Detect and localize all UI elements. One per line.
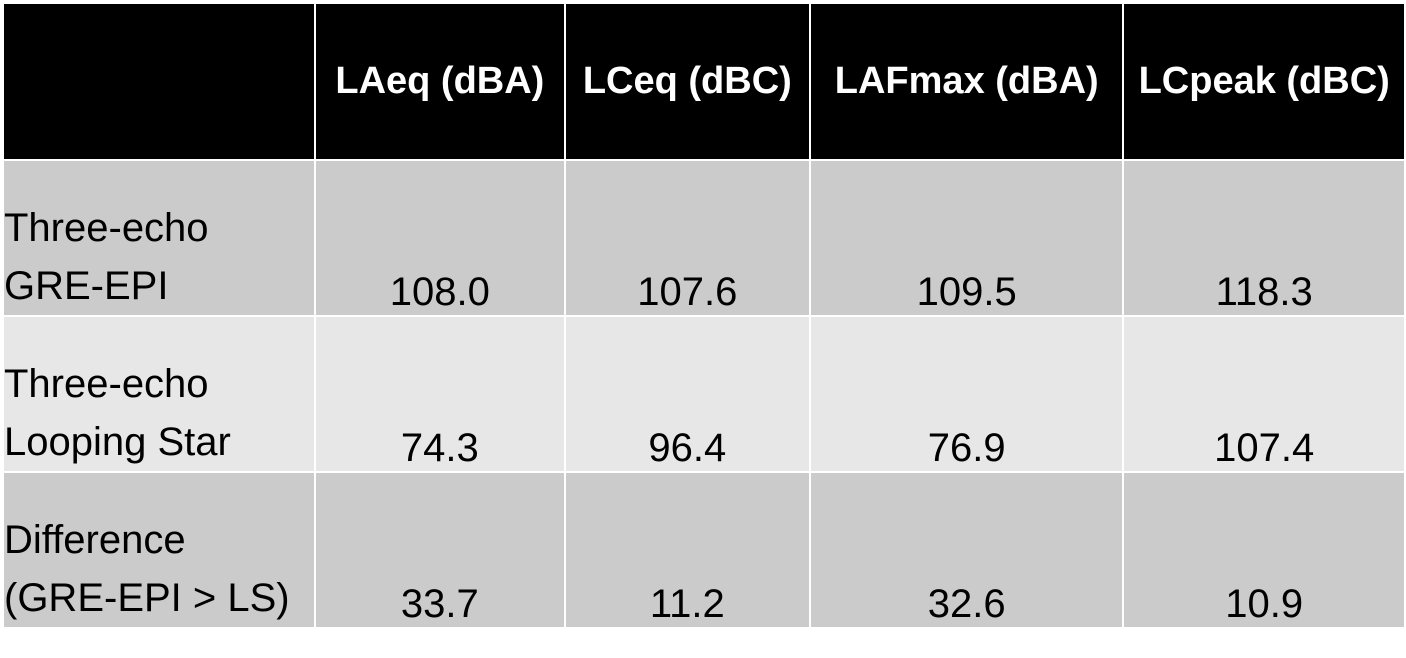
cell-looping-star-lafmax: 76.9 <box>809 315 1125 473</box>
cell-difference-lcpeak: 10.9 <box>1122 471 1406 629</box>
cell-looping-star-laeq: 74.3 <box>314 315 566 473</box>
row-label-line2: (GRE-EPI > LS) <box>4 576 290 620</box>
column-header-laeq: LAeq (dBA) <box>314 2 566 161</box>
noise-measurement-table: LAeq (dBA) LCeq (dBC) LAFmax (dBA) LCpea… <box>1 2 1406 629</box>
cell-gre-epi-lceq: 107.6 <box>563 159 812 317</box>
table-row-gre-epi: Three-echo GRE-EPI 108.0 107.6 109.5 118… <box>1 159 1406 317</box>
row-label-line2: GRE-EPI <box>4 264 169 308</box>
table-row-looping-star: Three-echo Looping Star 74.3 96.4 76.9 1… <box>1 315 1406 473</box>
row-label-line1: Three-echo <box>4 206 209 250</box>
row-label-gre-epi: Three-echo GRE-EPI <box>1 159 317 317</box>
cell-looping-star-lceq: 96.4 <box>563 315 812 473</box>
cell-difference-laeq: 33.7 <box>314 471 566 629</box>
row-label-line1: Difference <box>4 518 186 562</box>
table-row-difference: Difference (GRE-EPI > LS) 33.7 11.2 32.6… <box>1 471 1406 629</box>
cell-difference-lceq: 11.2 <box>563 471 812 629</box>
row-label-looping-star: Three-echo Looping Star <box>1 315 317 473</box>
column-header-lcpeak: LCpeak (dBC) <box>1122 2 1406 161</box>
column-header-lceq: LCeq (dBC) <box>563 2 812 161</box>
cell-gre-epi-laeq: 108.0 <box>314 159 566 317</box>
cell-looping-star-lcpeak: 107.4 <box>1122 315 1406 473</box>
corner-header-cell <box>1 2 317 161</box>
cell-difference-lafmax: 32.6 <box>809 471 1125 629</box>
cell-gre-epi-lafmax: 109.5 <box>809 159 1125 317</box>
row-label-difference: Difference (GRE-EPI > LS) <box>1 471 317 629</box>
column-header-lafmax: LAFmax (dBA) <box>809 2 1125 161</box>
cell-gre-epi-lcpeak: 118.3 <box>1122 159 1406 317</box>
header-row: LAeq (dBA) LCeq (dBC) LAFmax (dBA) LCpea… <box>1 2 1406 161</box>
row-label-line1: Three-echo <box>4 362 209 406</box>
row-label-line2: Looping Star <box>4 420 231 464</box>
